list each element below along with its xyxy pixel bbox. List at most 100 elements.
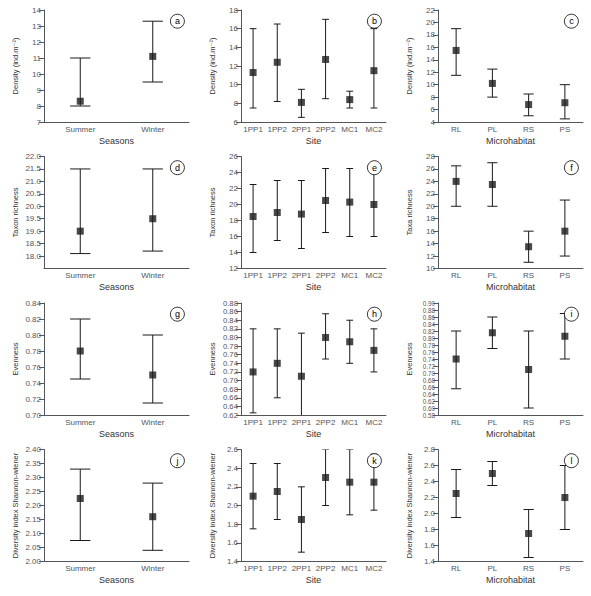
svg-text:0.80: 0.80: [25, 331, 41, 340]
svg-text:MC2: MC2: [365, 125, 382, 134]
svg-text:f: f: [570, 163, 573, 173]
svg-text:Seasons: Seasons: [99, 429, 135, 439]
svg-text:14: 14: [32, 6, 41, 15]
svg-text:14: 14: [229, 248, 238, 257]
svg-text:0.66: 0.66: [223, 393, 238, 402]
svg-text:Winter: Winter: [141, 125, 164, 134]
svg-text:0.72: 0.72: [223, 367, 238, 376]
svg-text:14: 14: [229, 43, 238, 52]
svg-text:Seasons: Seasons: [99, 282, 135, 292]
svg-text:2.00: 2.00: [25, 557, 41, 566]
svg-text:2PP1: 2PP1: [292, 564, 312, 573]
svg-text:2.15: 2.15: [25, 515, 41, 524]
svg-text:0.72: 0.72: [25, 395, 41, 404]
svg-text:2.25: 2.25: [25, 487, 41, 496]
svg-text:9: 9: [37, 86, 42, 95]
svg-text:Summer: Summer: [65, 125, 96, 134]
svg-text:2.35: 2.35: [25, 459, 41, 468]
svg-text:10: 10: [426, 80, 435, 89]
svg-text:1.6: 1.6: [227, 538, 239, 547]
svg-text:28: 28: [426, 152, 435, 161]
svg-text:10: 10: [229, 80, 238, 89]
svg-text:26: 26: [229, 152, 238, 161]
svg-text:8: 8: [234, 99, 239, 108]
svg-text:18.5: 18.5: [25, 239, 41, 248]
svg-text:2PP2: 2PP2: [316, 564, 336, 573]
svg-text:0.76: 0.76: [223, 350, 238, 359]
svg-text:0.90: 0.90: [423, 300, 436, 307]
svg-text:2PP1: 2PP1: [292, 125, 312, 134]
svg-text:19.0: 19.0: [25, 227, 41, 236]
svg-text:16: 16: [426, 43, 435, 52]
svg-text:1.8: 1.8: [424, 525, 436, 534]
svg-text:2.8: 2.8: [424, 445, 436, 454]
svg-text:0.58: 0.58: [423, 412, 436, 419]
svg-text:18.0: 18.0: [25, 252, 41, 261]
svg-text:0.68: 0.68: [223, 385, 238, 394]
svg-text:1PP2: 1PP2: [267, 271, 287, 280]
svg-text:h: h: [372, 309, 377, 319]
svg-text:2PP2: 2PP2: [316, 418, 336, 427]
svg-text:12: 12: [229, 62, 238, 71]
svg-text:1PP1: 1PP1: [243, 564, 263, 573]
svg-text:a: a: [175, 16, 180, 26]
svg-text:2.6: 2.6: [227, 445, 239, 454]
svg-text:i: i: [570, 309, 572, 319]
svg-text:20.5: 20.5: [25, 189, 41, 198]
svg-text:Diversity index Shannon-wiener: Diversity index Shannon-wiener: [208, 452, 217, 558]
svg-text:18: 18: [426, 30, 435, 39]
svg-text:0.86: 0.86: [223, 307, 238, 316]
svg-text:4: 4: [431, 118, 436, 127]
svg-text:8: 8: [37, 102, 42, 111]
svg-text:MC1: MC1: [341, 418, 358, 427]
svg-text:19.5: 19.5: [25, 214, 41, 223]
svg-text:d: d: [175, 163, 180, 173]
svg-text:6: 6: [234, 118, 239, 127]
svg-text:Microhabitat: Microhabitat: [486, 429, 536, 439]
svg-text:b: b: [372, 16, 377, 26]
svg-text:0.62: 0.62: [423, 398, 436, 405]
svg-text:21.5: 21.5: [25, 164, 41, 173]
svg-text:MC2: MC2: [365, 564, 382, 573]
svg-text:Evenness: Evenness: [208, 342, 217, 375]
svg-text:2.0: 2.0: [227, 501, 239, 510]
svg-text:Density (ind.m⁻²): Density (ind.m⁻²): [405, 37, 414, 94]
svg-text:Site: Site: [306, 136, 322, 146]
svg-text:2.2: 2.2: [424, 493, 436, 502]
svg-text:21.0: 21.0: [25, 177, 41, 186]
svg-text:Taxon richness: Taxon richness: [11, 187, 20, 237]
svg-text:12: 12: [426, 68, 435, 77]
svg-text:1PP2: 1PP2: [267, 564, 287, 573]
svg-text:PL: PL: [487, 564, 497, 573]
svg-text:2.4: 2.4: [424, 477, 436, 486]
svg-text:20: 20: [426, 18, 435, 27]
svg-text:16: 16: [229, 232, 238, 241]
svg-text:6: 6: [431, 105, 436, 114]
svg-text:22.0: 22.0: [25, 152, 41, 161]
svg-text:2.20: 2.20: [25, 501, 41, 510]
svg-text:RL: RL: [451, 418, 462, 427]
svg-text:0.84: 0.84: [25, 299, 41, 308]
svg-text:Microhabitat: Microhabitat: [486, 136, 536, 146]
svg-text:18: 18: [426, 214, 435, 223]
svg-text:Evenness: Evenness: [405, 342, 414, 375]
svg-text:0.60: 0.60: [423, 405, 436, 412]
svg-text:2PP2: 2PP2: [316, 271, 336, 280]
svg-text:RL: RL: [451, 125, 462, 134]
svg-text:Summer: Summer: [65, 418, 96, 427]
svg-text:RS: RS: [523, 125, 534, 134]
svg-text:10: 10: [32, 70, 41, 79]
svg-text:18: 18: [229, 216, 238, 225]
svg-text:16: 16: [426, 227, 435, 236]
svg-text:2PP2: 2PP2: [316, 125, 336, 134]
svg-text:Winter: Winter: [141, 271, 164, 280]
svg-text:Summer: Summer: [65, 564, 96, 573]
svg-text:20.0: 20.0: [25, 202, 41, 211]
svg-text:0.78: 0.78: [423, 342, 436, 349]
svg-text:1PP2: 1PP2: [267, 418, 287, 427]
svg-text:Microhabitat: Microhabitat: [486, 282, 536, 292]
svg-text:0.62: 0.62: [223, 411, 238, 420]
svg-text:PL: PL: [487, 418, 497, 427]
svg-text:MC2: MC2: [365, 418, 382, 427]
svg-text:0.88: 0.88: [423, 307, 436, 314]
